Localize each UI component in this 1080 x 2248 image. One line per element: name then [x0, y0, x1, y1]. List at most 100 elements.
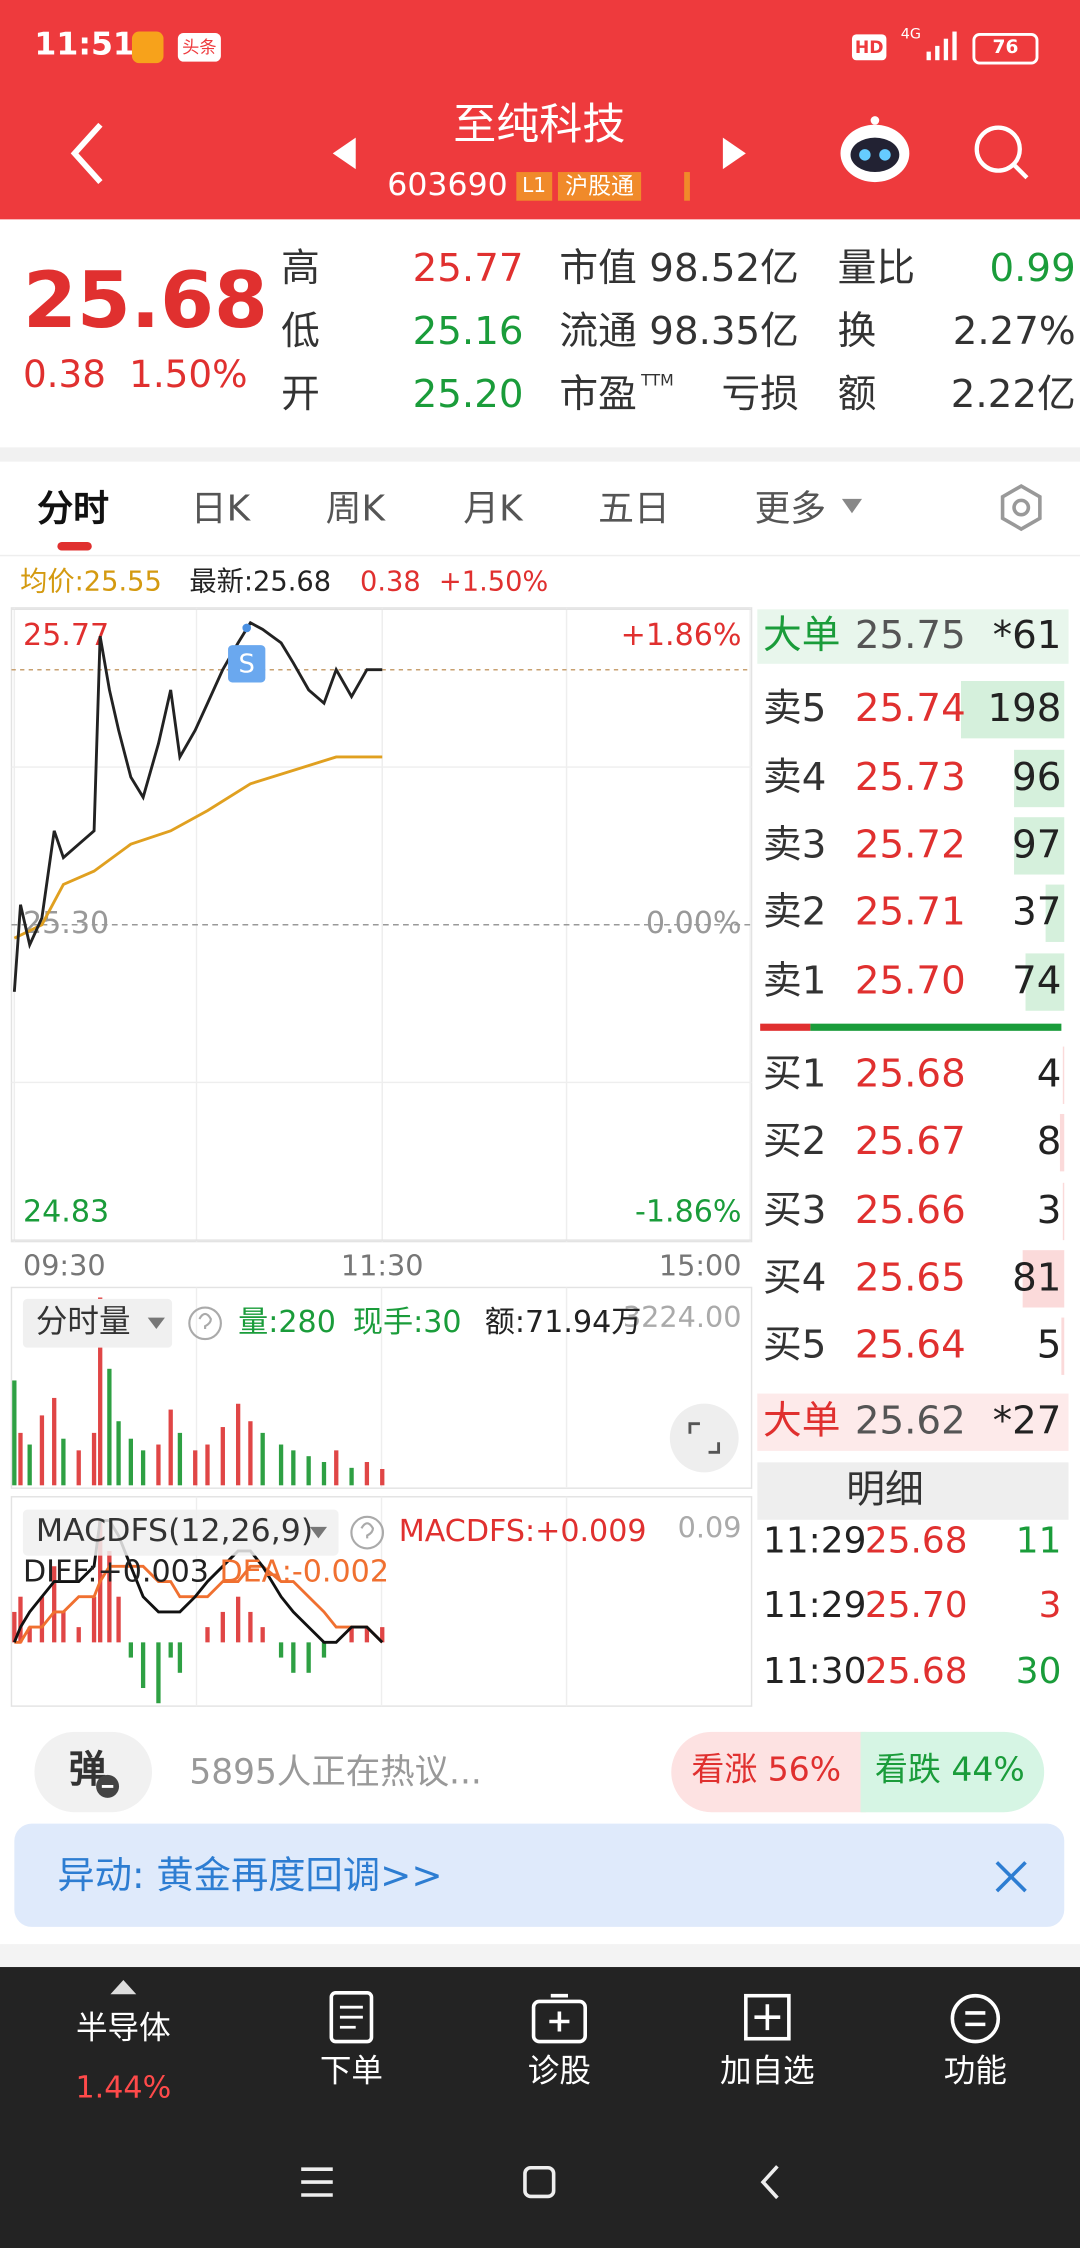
detail-label[interactable]: 明细	[846, 1468, 924, 1513]
home-key[interactable]	[523, 2165, 556, 2199]
help-mark	[198, 1312, 212, 1330]
book-qty: 4	[1036, 1052, 1062, 1097]
volume-amount: 量:280	[238, 1304, 336, 1340]
macd-bar	[91, 1596, 97, 1643]
last-price: 25.68	[22, 255, 268, 346]
close-alert[interactable]	[993, 1858, 1030, 1895]
book-qty: 97	[1012, 822, 1062, 868]
order-icon[interactable]	[327, 1990, 376, 2044]
price-line	[12, 620, 383, 992]
bear-button[interactable]	[860, 1731, 1045, 1813]
dropdown-arrow	[309, 1526, 328, 1539]
diagnose-icon[interactable]	[531, 1993, 588, 2045]
y-tick-label: 24.83	[23, 1194, 109, 1229]
ask-volume-bar	[1044, 884, 1065, 942]
bull-button[interactable]	[671, 1731, 867, 1813]
back-key[interactable]	[760, 2165, 779, 2200]
watchlist-icon[interactable]	[743, 1993, 792, 2042]
macd-bar	[107, 1551, 112, 1643]
dropdown-arrow	[841, 498, 863, 514]
volume-bar	[193, 1450, 198, 1486]
macd-bar	[61, 1611, 66, 1643]
alert-banner[interactable]	[14, 1823, 1065, 1927]
volume-bar	[52, 1397, 57, 1486]
tab[interactable]: 周K	[325, 487, 385, 530]
search-icon[interactable]	[970, 120, 1033, 183]
macd-selector	[22, 1509, 339, 1556]
menu-key[interactable]	[301, 2167, 333, 2197]
volume-bar	[128, 1438, 133, 1486]
stat-label: 额	[837, 372, 877, 418]
macd-bar	[380, 1627, 385, 1643]
help-icon	[188, 1306, 222, 1341]
trade-qty: 3	[1038, 1584, 1062, 1626]
function-icon[interactable]	[950, 1993, 1002, 2045]
book-label: 卖2	[763, 890, 827, 935]
expand-icon	[688, 1422, 721, 1454]
help-icon	[350, 1515, 385, 1550]
sector-name[interactable]: 半导体	[76, 2011, 171, 2048]
macd-bar	[235, 1596, 241, 1643]
trade-price: 25.70	[864, 1584, 968, 1626]
prev-stock[interactable]	[330, 135, 359, 172]
volume-bar	[107, 1368, 112, 1486]
nav-label[interactable]: 加自选	[720, 2054, 815, 2091]
volume-bar	[364, 1462, 370, 1486]
volume-bar	[61, 1438, 66, 1486]
volume-bar	[334, 1450, 339, 1486]
volume-bar	[248, 1421, 253, 1486]
bid-volume-bar	[1060, 1113, 1065, 1172]
app-badge: 头条	[177, 32, 221, 62]
nav-label[interactable]: 下单	[319, 2054, 383, 2091]
price-change-pct: 1.50%	[129, 354, 248, 398]
book-qty: 5	[1036, 1323, 1062, 1368]
x-tick-label: 11:30	[341, 1248, 424, 1282]
tab[interactable]: 更多	[754, 487, 827, 530]
volume-bar	[321, 1462, 327, 1486]
diff-label: DIFF:+0.003	[22, 1554, 209, 1589]
stat-value: 0.99	[989, 246, 1076, 292]
next-stock[interactable]	[720, 135, 749, 172]
stat-value: 2.27%	[952, 309, 1076, 355]
macd-bar	[278, 1642, 284, 1658]
discussion-text[interactable]: 5895人正在热议...	[189, 1751, 482, 1793]
book-label: 买1	[763, 1052, 827, 1097]
volume-bar	[220, 1427, 225, 1486]
book-price: 25.71	[854, 890, 966, 935]
robot-icon[interactable]	[838, 115, 913, 187]
bid-volume-bar	[1061, 1317, 1065, 1375]
macd-bar	[364, 1627, 370, 1643]
ask-volume-bar	[1014, 749, 1065, 808]
diff-line	[13, 1519, 384, 1644]
marker	[684, 172, 690, 201]
danmaku-button[interactable]	[34, 1731, 153, 1813]
book-qty: 8	[1036, 1119, 1062, 1165]
spread-bar-green	[810, 1023, 1062, 1031]
book-label: 大单	[763, 1399, 841, 1444]
nav-label[interactable]: 诊股	[527, 2054, 591, 2091]
book-price: 25.65	[854, 1255, 966, 1301]
tab[interactable]: 日K	[190, 487, 251, 530]
back-button[interactable]	[57, 118, 114, 190]
dea-label: DEA:-0.002	[219, 1554, 390, 1589]
stat-label: 量比	[837, 246, 916, 292]
trade-time: 11:29	[763, 1519, 867, 1562]
macd-bar	[140, 1642, 146, 1689]
ask-volume-bar	[1025, 953, 1065, 1011]
book-price: 25.70	[854, 959, 966, 1004]
tab[interactable]: 五日	[598, 487, 670, 530]
expand-arrow[interactable]	[109, 1979, 138, 1996]
book-label: 买2	[763, 1119, 827, 1165]
tab[interactable]: 分时	[37, 487, 110, 530]
tab[interactable]: 月K	[463, 487, 523, 530]
macd-value: MACDFS:+0.009	[398, 1513, 647, 1549]
trade-qty: 30	[1015, 1650, 1062, 1692]
divider	[0, 447, 1080, 462]
settings-icon[interactable]	[995, 482, 1047, 534]
stat-label: 低	[281, 309, 320, 355]
volume-bar	[27, 1444, 32, 1486]
nav-label[interactable]: 功能	[943, 2054, 1007, 2091]
